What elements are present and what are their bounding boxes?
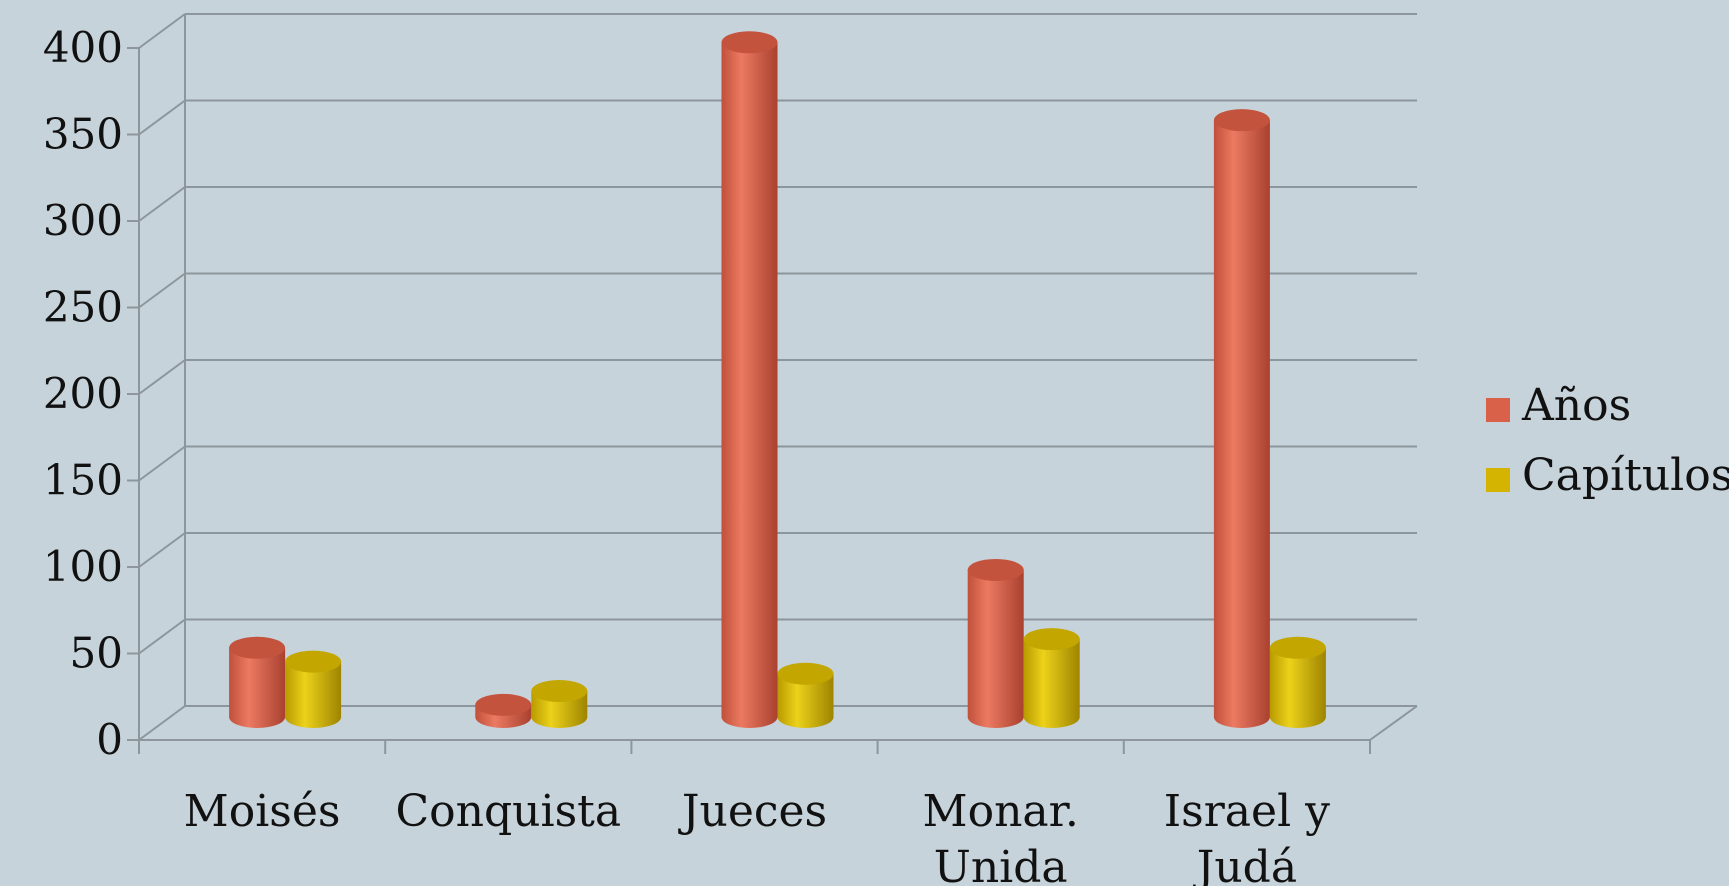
bar-top bbox=[229, 636, 286, 659]
bar-top bbox=[1023, 628, 1080, 651]
bar-body bbox=[285, 661, 342, 729]
gridline-side bbox=[138, 186, 186, 222]
y-tick-label: 100 bbox=[43, 542, 123, 591]
y-tick-label: 350 bbox=[43, 110, 123, 159]
bar-top bbox=[285, 650, 342, 673]
legend-swatch bbox=[1486, 468, 1510, 492]
bar-top bbox=[967, 558, 1024, 581]
x-tick-label: Conquista bbox=[396, 786, 622, 837]
bar bbox=[777, 662, 834, 729]
bars bbox=[229, 31, 1326, 729]
y-tick-label: 200 bbox=[43, 369, 123, 418]
x-tick-label: Israel y Judá bbox=[1164, 786, 1330, 886]
bar-top bbox=[721, 31, 778, 54]
labels: 0 50 100 150 200 250 300 350 400 Moisés Conquista J… bbox=[43, 23, 1330, 886]
bar-body bbox=[1023, 639, 1080, 729]
y-tick-label: 150 bbox=[43, 456, 123, 505]
bar bbox=[1023, 628, 1080, 729]
gridline-side bbox=[138, 618, 186, 655]
bar-top bbox=[777, 662, 834, 685]
bar-body bbox=[1269, 647, 1326, 729]
x-tick-label: Jueces bbox=[678, 786, 827, 837]
bar-top bbox=[1213, 109, 1270, 132]
legend: Años Capítulos bbox=[1486, 380, 1729, 501]
bar bbox=[229, 636, 286, 729]
gridlines bbox=[138, 13, 1418, 741]
bar-body bbox=[721, 42, 778, 729]
bar-top bbox=[531, 680, 588, 703]
bar bbox=[285, 650, 342, 729]
gridline-side bbox=[138, 445, 186, 482]
bar bbox=[531, 680, 588, 729]
bar-top bbox=[1269, 636, 1326, 659]
bar-body bbox=[967, 569, 1024, 729]
legend-label: Capítulos bbox=[1522, 450, 1729, 501]
bar bbox=[1213, 109, 1270, 729]
bar bbox=[1269, 636, 1326, 729]
bar-body bbox=[777, 673, 834, 729]
bar-body bbox=[229, 647, 286, 729]
gridline-side bbox=[138, 532, 186, 568]
y-tick-label: 400 bbox=[43, 23, 123, 72]
bar bbox=[967, 558, 1024, 729]
gridline-side bbox=[138, 705, 186, 741]
y-tick-label: 50 bbox=[70, 629, 123, 678]
bar-top bbox=[475, 693, 532, 716]
legend-label: Años bbox=[1521, 380, 1631, 431]
gridline-side bbox=[138, 13, 186, 49]
floor-edge bbox=[1369, 705, 1418, 741]
y-tick-label: 250 bbox=[43, 283, 123, 332]
gridline-side bbox=[138, 359, 186, 395]
bar-body bbox=[1213, 120, 1270, 729]
gridline-side bbox=[138, 99, 186, 136]
axes bbox=[127, 47, 1371, 754]
x-tick-label: Monar. Unida bbox=[923, 786, 1079, 886]
bar bbox=[475, 693, 532, 729]
y-tick-label: 0 bbox=[96, 715, 123, 764]
bar bbox=[721, 31, 778, 729]
x-tick-label: Moisés bbox=[184, 786, 341, 837]
gridline-side bbox=[138, 272, 186, 309]
y-tick-label: 300 bbox=[43, 196, 123, 245]
legend-swatch bbox=[1486, 398, 1510, 422]
